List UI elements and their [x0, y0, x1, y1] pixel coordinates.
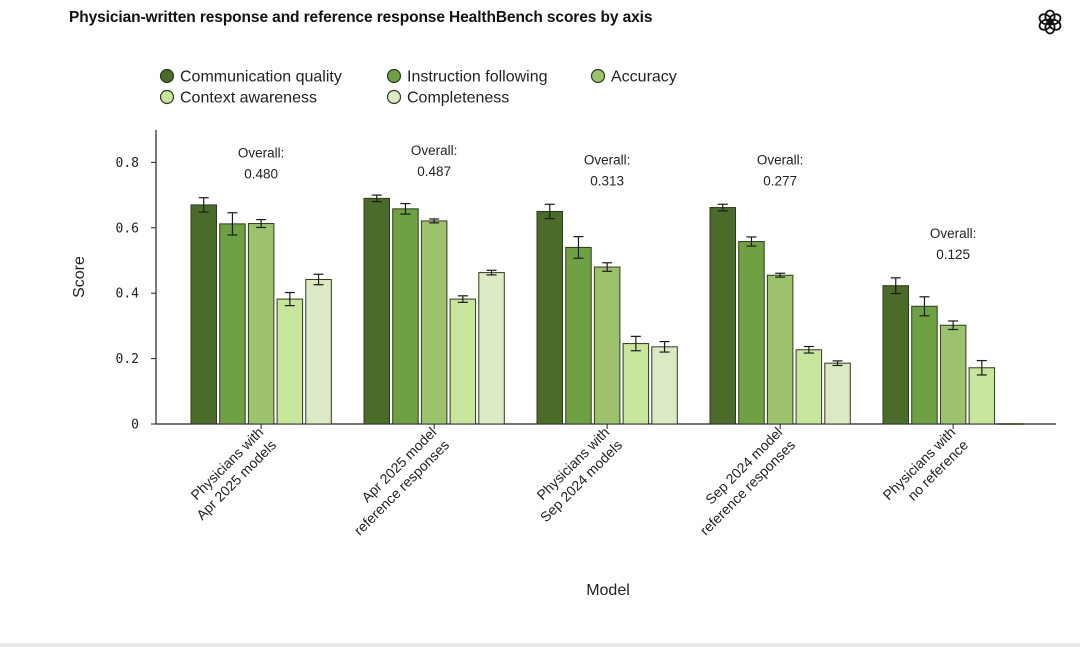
bar: [651, 346, 678, 425]
legend-marker: [590, 68, 606, 84]
y-tick-label: 0.4: [116, 287, 140, 302]
bar: [305, 278, 332, 425]
x-tick-label: Physicians withno reference: [879, 424, 971, 516]
y-tick-label: 0.2: [116, 352, 139, 367]
overall-value: 0.313: [590, 173, 624, 188]
bar: [709, 207, 736, 425]
bar: [449, 298, 477, 425]
x-axis-title: Model: [586, 582, 630, 599]
legend-label: Instruction following: [407, 69, 548, 86]
bar: [738, 241, 765, 425]
bar: [536, 210, 563, 425]
x-tick-label: Sep 2024 modelreference responses: [684, 424, 798, 538]
legend-marker: [386, 68, 402, 84]
bar: [190, 204, 217, 425]
overall-label: Overall:: [584, 152, 631, 167]
legend-marker: [159, 68, 175, 84]
bar: [766, 274, 794, 425]
legend-label: Completeness: [407, 90, 509, 107]
legend-label: Context awareness: [180, 90, 317, 107]
chart-title: Physician-written response and reference…: [69, 9, 653, 26]
bar: [276, 298, 304, 425]
bar: [247, 223, 275, 425]
legend-marker: [159, 89, 175, 105]
bar: [939, 324, 967, 425]
bar: [420, 220, 448, 425]
overall-label: Overall:: [757, 152, 804, 167]
bar: [622, 343, 650, 425]
y-tick-label: 0.8: [116, 156, 139, 171]
bar: [478, 272, 505, 425]
x-tick-label: Physicians withSep 2024 models: [524, 424, 625, 525]
x-tick-label: Apr 2025 modelreference responses: [338, 424, 452, 538]
overall-value: 0.487: [417, 164, 451, 179]
overall-label: Overall:: [930, 226, 977, 241]
bar: [565, 246, 592, 425]
openai-logo-icon: [1038, 9, 1062, 35]
y-tick-label: 0.6: [116, 221, 139, 236]
overall-value: 0.125: [936, 247, 970, 262]
overall-label: Overall:: [238, 146, 285, 161]
overall-value: 0.277: [763, 173, 797, 188]
bar: [968, 367, 996, 425]
bar: [911, 305, 938, 425]
y-axis-title: Score: [71, 256, 88, 298]
overall-label: Overall:: [411, 143, 458, 158]
y-tick-label: 0: [131, 418, 139, 433]
bar: [219, 223, 246, 425]
bottom-divider: [0, 643, 1080, 647]
bar: [824, 362, 851, 425]
bar: [882, 285, 909, 425]
bar: [795, 349, 823, 425]
legend-label: Accuracy: [611, 69, 677, 86]
overall-value: 0.480: [244, 167, 278, 182]
bar: [593, 266, 621, 425]
legend-marker: [386, 89, 402, 105]
x-tick-label: Physicians withApr 2025 models: [180, 424, 279, 523]
bar: [392, 208, 419, 425]
legend-label: Communication quality: [180, 69, 342, 86]
bar: [363, 197, 390, 425]
